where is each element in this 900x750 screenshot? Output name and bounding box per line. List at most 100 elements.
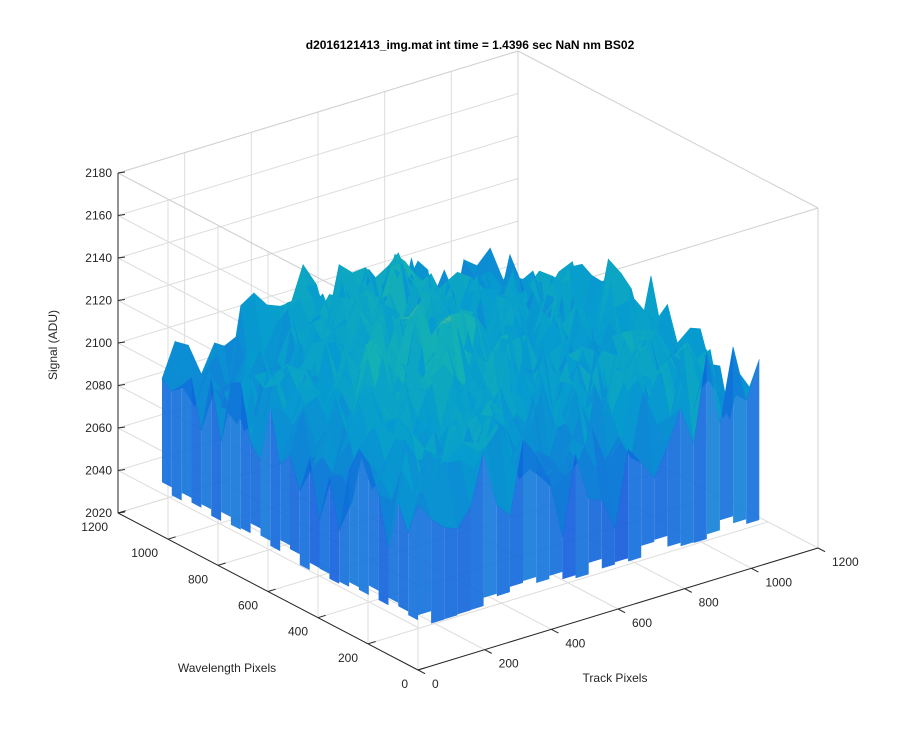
z-tick-label: 2140 bbox=[85, 251, 112, 265]
surface-skirt-front bbox=[509, 439, 523, 587]
chart-title: d2016121413_img.mat int time = 1.4396 se… bbox=[306, 38, 635, 52]
back-wall-grid-horizontal bbox=[117, 93, 519, 216]
surface-skirt-left bbox=[171, 385, 182, 501]
surface-skirt-left bbox=[230, 382, 241, 530]
z-tick-mark bbox=[117, 426, 126, 429]
y-tick-mark bbox=[367, 641, 376, 645]
y-tick-label: 400 bbox=[288, 625, 308, 639]
box-edge bbox=[517, 50, 819, 209]
surface-skirt-left bbox=[398, 502, 409, 612]
surface-skirt-front bbox=[641, 462, 655, 546]
z-tick-label: 2120 bbox=[85, 294, 112, 308]
x-tick-mark bbox=[484, 649, 492, 654]
surface-skirt-front bbox=[523, 439, 537, 581]
surface-skirt-left bbox=[388, 502, 399, 603]
surface-skirt-left bbox=[349, 448, 359, 588]
surface-skirt-left bbox=[290, 454, 300, 555]
surface-skirt-left bbox=[211, 377, 222, 521]
surface-skirt-left bbox=[329, 476, 340, 584]
x-tick-label: 600 bbox=[632, 616, 652, 630]
y-tick-label: 600 bbox=[238, 599, 258, 613]
back-wall-grid-horizontal bbox=[117, 178, 519, 301]
surface-skirt-left bbox=[181, 377, 192, 498]
x-tick-label: 200 bbox=[499, 657, 519, 671]
surface-skirt-left bbox=[309, 457, 320, 568]
side-wall-grid-horizontal bbox=[117, 470, 419, 628]
surface-skirt-left bbox=[240, 382, 251, 534]
y-tick-mark bbox=[217, 562, 226, 566]
y-tick-label: 200 bbox=[338, 651, 358, 665]
surface-skirt-left bbox=[201, 377, 212, 510]
surface-skirt-left bbox=[162, 378, 172, 488]
z-tick-label: 2180 bbox=[85, 166, 112, 180]
z-tick-label: 2080 bbox=[85, 379, 112, 393]
z-tick-mark bbox=[117, 341, 126, 344]
surface-skirt-left bbox=[270, 406, 281, 552]
x-tick-mark bbox=[551, 628, 559, 634]
y-axis-label: Wavelength Pixels bbox=[178, 661, 276, 675]
surface-skirt-front bbox=[628, 448, 642, 562]
surface-skirt-front bbox=[680, 407, 694, 547]
y-tick-label: 0 bbox=[401, 677, 408, 691]
y-tick-mark bbox=[417, 667, 426, 671]
surface-skirt-left bbox=[221, 382, 231, 517]
floor-grid-line-y bbox=[367, 521, 769, 645]
y-tick-mark bbox=[267, 588, 276, 592]
y-tick-label: 1200 bbox=[81, 520, 108, 534]
axes bbox=[117, 171, 826, 675]
z-tick-label: 2160 bbox=[85, 209, 112, 223]
z-tick-mark bbox=[117, 469, 126, 471]
surface-skirt-front bbox=[457, 506, 471, 615]
surface-skirt-front bbox=[549, 479, 563, 576]
surface-skirt-front bbox=[418, 504, 432, 616]
x-tick-mark bbox=[751, 567, 759, 573]
surface-skirt-left bbox=[339, 468, 350, 587]
surface-skirt-left bbox=[260, 406, 271, 541]
z-tick-mark bbox=[117, 511, 126, 514]
surface-skirt-left bbox=[299, 457, 310, 570]
tick-labels: 0 200 400 600 800 1000 1200 0 200 400 600 800 1000 12… bbox=[81, 166, 859, 691]
surface-skirt-left bbox=[280, 454, 290, 546]
surface-skirt-left bbox=[378, 494, 389, 606]
z-tick-label: 2040 bbox=[85, 464, 112, 478]
x-tick-label: 400 bbox=[565, 636, 585, 650]
surface-skirt-front bbox=[654, 445, 668, 540]
x-tick-mark bbox=[684, 588, 692, 593]
surface-mesh bbox=[161, 247, 760, 624]
z-tick-mark bbox=[117, 214, 126, 216]
back-wall-grid-horizontal bbox=[117, 135, 519, 259]
surface-skirt-front bbox=[719, 346, 734, 521]
surface-skirt-front bbox=[536, 454, 550, 583]
y-tick-mark bbox=[317, 614, 326, 619]
x-axis-label: Track Pixels bbox=[583, 671, 648, 685]
surface-skirt-left bbox=[250, 442, 261, 529]
surface-skirt-front bbox=[431, 518, 445, 624]
x-tick-label: 800 bbox=[699, 596, 719, 610]
x-tick-mark bbox=[617, 608, 626, 614]
surface-skirt-front bbox=[733, 346, 747, 524]
surface-skirt-front bbox=[614, 448, 629, 563]
surface-skirt-front bbox=[483, 451, 497, 598]
box-edge bbox=[117, 50, 519, 174]
z-tick-mark bbox=[117, 171, 126, 174]
z-tick-mark bbox=[117, 384, 126, 386]
z-tick-label: 2020 bbox=[85, 506, 112, 520]
x-tick-mark bbox=[417, 669, 426, 675]
x-tick-label: 0 bbox=[432, 677, 439, 691]
surface-skirt-front bbox=[470, 451, 484, 610]
z-tick-label: 2060 bbox=[85, 421, 112, 435]
x-tick-label: 1200 bbox=[832, 555, 859, 569]
surface-skirt-front bbox=[601, 500, 615, 569]
surface-skirt-left bbox=[319, 476, 330, 574]
z-tick-label: 2100 bbox=[85, 336, 112, 350]
surface-skirt-left bbox=[408, 504, 418, 621]
surface-skirt-front bbox=[444, 527, 458, 620]
x-tick-label: 1000 bbox=[765, 575, 792, 589]
surface-skirt-left bbox=[368, 462, 379, 591]
z-tick-mark bbox=[117, 299, 126, 301]
surface-skirt-left bbox=[358, 448, 369, 595]
z-axis-label: Signal (ADU) bbox=[46, 310, 60, 380]
surface-skirt-front bbox=[667, 407, 681, 547]
y-tick-label: 1000 bbox=[131, 546, 158, 560]
